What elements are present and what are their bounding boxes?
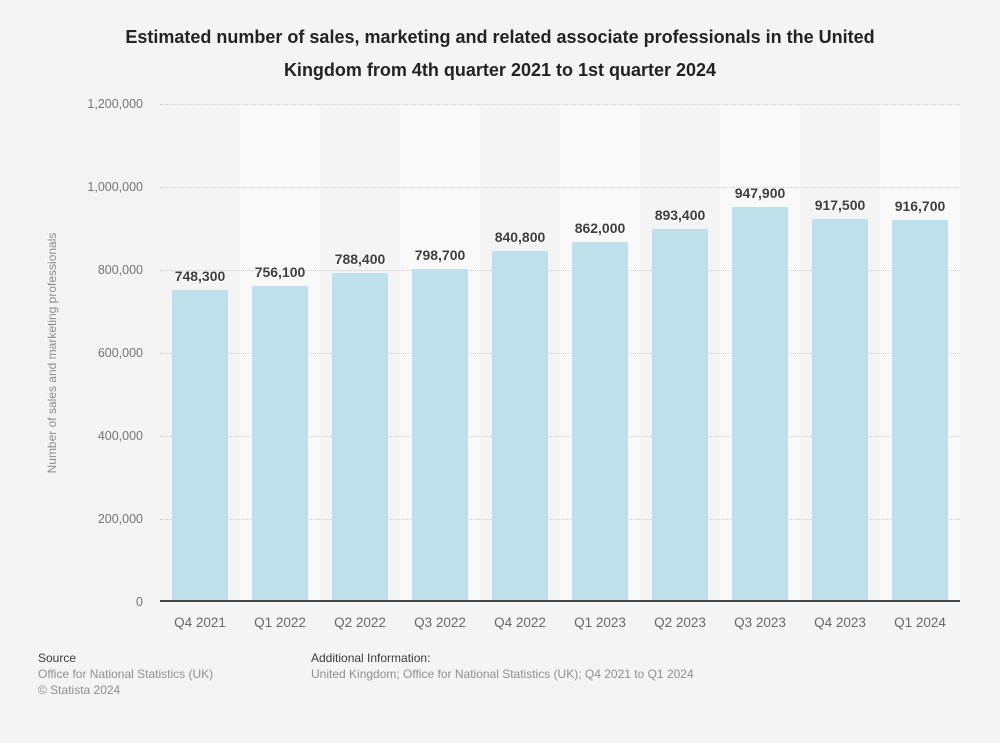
bar-value-label: 862,000 — [574, 220, 626, 237]
y-axis-tick-label: 200,000 — [97, 512, 143, 526]
bar-value-label: 788,400 — [334, 250, 386, 267]
additional-info-block: Additional Information: United Kingdom; … — [311, 650, 694, 682]
bar-q2-2022[interactable] — [332, 272, 388, 600]
bar-value-label: 916,700 — [894, 197, 946, 214]
x-axis-tick-label: Q2 2022 — [334, 615, 386, 630]
bar-q4-2021[interactable] — [172, 289, 228, 600]
chart-title: Estimated number of sales, marketing and… — [125, 27, 875, 80]
bar-q1-2023[interactable] — [572, 242, 628, 600]
additional-info-text: United Kingdom; Office for National Stat… — [311, 667, 694, 681]
y-axis-tick-label: 400,000 — [97, 429, 143, 443]
y-axis-tick-label: 800,000 — [97, 263, 143, 277]
source-label: Source — [38, 651, 77, 665]
plot-area: 748,300 756,100 788,400 798,700 840,800 862,0… — [160, 104, 960, 602]
y-axis-tick-label: 1,200,000 — [87, 97, 143, 111]
x-axis-tick-label: Q3 2023 — [734, 615, 786, 630]
bar-value-label: 947,900 — [734, 184, 786, 201]
y-axis-labels: 1,200,000 1,000,000 800,000 600,000 400,000 2… — [0, 97, 143, 614]
additional-info-label: Additional Information: — [311, 651, 431, 665]
y-gridline — [160, 436, 960, 437]
bar-q1-2022[interactable] — [252, 286, 308, 600]
source-block: Source Office for National Statistics (U… — [38, 650, 213, 698]
bar-q3-2023[interactable] — [732, 206, 788, 600]
bar-q4-2022[interactable] — [492, 251, 548, 600]
bar-value-label: 756,100 — [254, 264, 306, 281]
bar-q3-2022[interactable] — [412, 268, 468, 600]
x-axis-tick-label: Q4 2023 — [814, 615, 866, 630]
x-axis-tick-label: Q1 2024 — [894, 615, 946, 630]
y-axis-tick-label: 0 — [136, 595, 143, 609]
bar-value-label: 748,300 — [174, 267, 226, 284]
bar-q4-2023[interactable] — [812, 219, 868, 600]
source-name: Office for National Statistics (UK) — [38, 667, 214, 681]
x-axis-tick-label: Q2 2023 — [654, 615, 706, 630]
x-axis-labels: Q4 2021 Q1 2022 Q2 2022 Q3 2022 Q4 2022 Q1 20… — [160, 615, 960, 630]
bar-q1-2024[interactable] — [892, 219, 948, 600]
y-axis-tick-label: 1,000,000 — [87, 180, 143, 194]
x-axis-tick-label: Q4 2022 — [494, 615, 546, 630]
x-axis-tick-label: Q4 2021 — [174, 615, 226, 630]
bar-q2-2023[interactable] — [652, 229, 708, 600]
y-gridline — [160, 270, 960, 271]
bar-value-label: 798,700 — [414, 246, 466, 263]
x-axis-tick-label: Q1 2023 — [574, 615, 626, 630]
bar-value-label: 917,500 — [814, 197, 866, 214]
x-axis-tick-label: Q1 2022 — [254, 615, 306, 630]
bar-value-label: 840,800 — [494, 229, 546, 246]
y-gridline — [160, 519, 960, 520]
statista-copyright: © Statista 2024 — [38, 683, 121, 697]
y-axis-tick-label: 600,000 — [97, 346, 143, 360]
bar-value-label: 893,400 — [654, 207, 706, 224]
y-gridline — [160, 187, 960, 188]
y-gridline — [160, 104, 960, 105]
y-gridline — [160, 353, 960, 354]
x-axis-tick-label: Q3 2022 — [414, 615, 466, 630]
